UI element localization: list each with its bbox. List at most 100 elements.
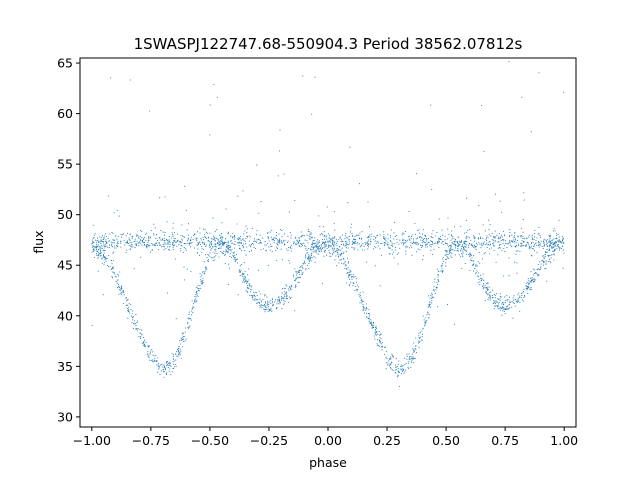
data-point xyxy=(188,244,190,246)
data-point xyxy=(460,250,462,252)
data-point xyxy=(192,238,194,241)
data-point xyxy=(185,338,187,340)
data-point xyxy=(121,236,123,238)
data-point xyxy=(548,234,550,236)
data-point xyxy=(260,201,262,203)
data-point xyxy=(465,253,467,255)
data-point xyxy=(283,173,285,175)
data-point xyxy=(187,317,189,319)
data-point xyxy=(310,232,312,234)
data-point xyxy=(108,240,110,242)
data-point xyxy=(345,245,347,247)
data-point xyxy=(260,242,262,244)
data-point xyxy=(92,224,94,226)
data-point xyxy=(357,234,359,236)
data-point xyxy=(479,262,481,264)
data-point xyxy=(339,236,341,238)
data-point xyxy=(197,241,199,244)
data-point xyxy=(542,264,544,266)
data-point xyxy=(283,287,285,289)
data-point xyxy=(403,233,405,235)
data-point xyxy=(107,266,110,268)
data-point xyxy=(430,294,432,296)
data-point xyxy=(488,219,490,221)
data-point xyxy=(444,254,446,256)
data-point xyxy=(361,238,363,240)
data-point xyxy=(460,241,462,243)
data-point xyxy=(245,279,247,281)
data-point xyxy=(270,309,272,311)
data-point xyxy=(260,305,262,307)
data-point xyxy=(521,96,523,98)
data-point xyxy=(432,296,435,298)
data-point xyxy=(102,241,104,243)
data-point xyxy=(548,241,550,243)
data-point xyxy=(495,293,497,295)
data-point xyxy=(129,233,131,235)
data-point xyxy=(105,260,107,262)
data-point xyxy=(335,250,337,252)
data-point xyxy=(454,226,456,228)
data-point xyxy=(493,299,495,302)
data-point xyxy=(143,237,145,239)
data-point xyxy=(283,240,285,242)
data-point xyxy=(408,210,410,213)
data-point xyxy=(203,239,205,241)
data-point xyxy=(170,237,173,239)
data-point xyxy=(315,244,317,246)
data-point xyxy=(538,243,540,246)
data-point xyxy=(531,247,533,249)
data-point xyxy=(344,238,346,240)
data-point xyxy=(236,258,239,260)
data-point xyxy=(240,242,242,245)
data-point xyxy=(429,244,431,246)
data-point xyxy=(95,245,97,247)
data-point xyxy=(556,232,558,235)
data-point xyxy=(487,282,489,284)
data-point xyxy=(470,239,472,241)
data-point xyxy=(217,241,219,243)
data-point xyxy=(380,243,382,245)
data-point xyxy=(538,241,540,244)
data-point xyxy=(221,242,223,244)
data-point xyxy=(167,244,169,246)
data-point xyxy=(187,237,190,239)
data-point xyxy=(368,308,370,311)
data-point xyxy=(169,365,171,367)
data-point xyxy=(149,359,151,361)
data-point xyxy=(221,241,223,243)
data-point xyxy=(227,283,229,286)
data-point xyxy=(466,235,468,237)
data-point xyxy=(350,281,352,283)
data-point xyxy=(239,275,241,277)
x-tick-label: −0.75 xyxy=(132,433,170,448)
data-point xyxy=(97,240,99,242)
data-point xyxy=(423,238,425,240)
data-point xyxy=(96,243,98,245)
data-point xyxy=(491,295,494,297)
data-point xyxy=(431,302,433,304)
data-point xyxy=(222,237,224,239)
data-point xyxy=(425,243,427,245)
data-point xyxy=(224,254,226,256)
data-point xyxy=(260,241,262,243)
data-point xyxy=(410,366,412,368)
data-point xyxy=(538,274,540,276)
data-point xyxy=(376,343,378,345)
data-point xyxy=(271,305,274,307)
data-point xyxy=(127,242,129,244)
data-point xyxy=(534,236,536,238)
data-point xyxy=(554,240,556,243)
data-point xyxy=(528,282,530,284)
data-point xyxy=(450,230,453,232)
data-point xyxy=(423,241,425,243)
data-point xyxy=(339,245,341,248)
data-point xyxy=(280,240,283,242)
data-point xyxy=(260,303,262,305)
data-point xyxy=(225,208,227,210)
data-point xyxy=(126,308,129,310)
data-point xyxy=(528,246,530,248)
data-point xyxy=(145,232,147,234)
data-point xyxy=(174,244,176,246)
data-point xyxy=(374,265,376,267)
